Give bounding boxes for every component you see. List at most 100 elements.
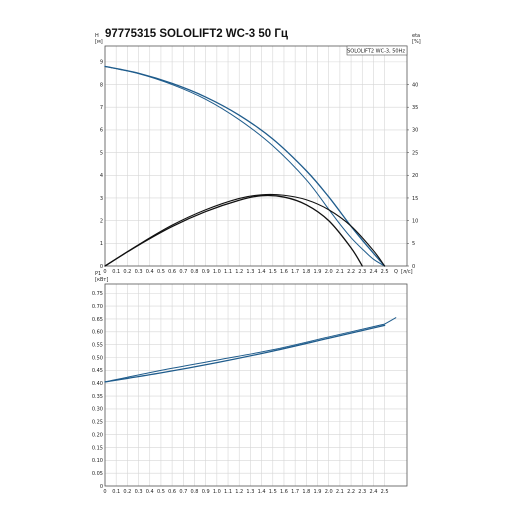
y-right-tick-label: 10 bbox=[412, 218, 418, 224]
y-left-tick-label: 0.15 bbox=[92, 445, 103, 451]
chart2-series-line-2 bbox=[104, 323, 386, 383]
x-tick-label: 1.3 bbox=[246, 269, 254, 275]
x-tick-label: 0.5 bbox=[157, 269, 165, 275]
x-tick-label: 0 bbox=[103, 269, 106, 275]
x-tick-label: 1.2 bbox=[235, 489, 243, 495]
y-right-tick-label: 30 bbox=[412, 128, 418, 134]
chart1-series-line-1 bbox=[104, 65, 386, 267]
x-tick-label: 0.2 bbox=[123, 269, 131, 275]
x-tick-label: 0.3 bbox=[135, 489, 143, 495]
x-tick-label: 2.4 bbox=[369, 269, 377, 275]
x-tick-label: 0.6 bbox=[168, 489, 176, 495]
y-left-axis-unit: [м] bbox=[95, 39, 103, 45]
x-tick-label: 0.8 bbox=[191, 269, 199, 275]
x-tick-label: 1.2 bbox=[235, 269, 243, 275]
y-left-tick-label: 0.25 bbox=[92, 420, 103, 426]
x-tick-label: 1.1 bbox=[224, 489, 232, 495]
y-right-tick-label: 0 bbox=[412, 264, 415, 270]
x-tick-label: 1.8 bbox=[302, 269, 310, 275]
x-tick-label: 0.6 bbox=[168, 269, 176, 275]
x-tick-label: 1.4 bbox=[258, 269, 266, 275]
x-tick-label: 0.7 bbox=[179, 489, 187, 495]
x-tick-label: 2.0 bbox=[325, 489, 333, 495]
y-left-tick-label: 2 bbox=[100, 218, 103, 224]
y-left-tick-label: 0.05 bbox=[92, 471, 103, 477]
y-left-tick-label: 1 bbox=[100, 241, 103, 247]
y-left-tick-label: 0.20 bbox=[92, 432, 103, 438]
x-tick-label: 2.2 bbox=[347, 489, 355, 495]
y-right-axis-label: eta bbox=[412, 33, 420, 39]
x-axis-unit: [л/с] bbox=[401, 269, 413, 275]
x-tick-label: 2.3 bbox=[358, 489, 366, 495]
x-tick-label: 1.9 bbox=[314, 489, 322, 495]
y-right-tick-label: 35 bbox=[412, 105, 418, 111]
x-tick-label: 0.2 bbox=[123, 489, 131, 495]
x-tick-label: 0.9 bbox=[202, 489, 210, 495]
y-left-tick-label: 0.70 bbox=[92, 304, 103, 310]
x-tick-label: 0.8 bbox=[191, 489, 199, 495]
chart1-series-line-4 bbox=[104, 193, 386, 267]
y-left-tick-label: 0.65 bbox=[92, 317, 103, 323]
x-tick-label: 2.0 bbox=[325, 269, 333, 275]
x-tick-label: 1.7 bbox=[291, 489, 299, 495]
y-right-tick-label: 20 bbox=[412, 173, 418, 179]
y-left-tick-label: 0 bbox=[100, 484, 103, 490]
x-tick-label: 0.3 bbox=[135, 269, 143, 275]
x-tick-label: 2.4 bbox=[369, 489, 377, 495]
x-tick-label: 0.5 bbox=[157, 489, 165, 495]
legend-box bbox=[346, 45, 408, 56]
x-tick-label: 2.1 bbox=[336, 269, 344, 275]
x-axis-label: Q bbox=[394, 269, 398, 275]
x-tick-label: 0.4 bbox=[146, 489, 154, 495]
x-tick-label: 0 bbox=[103, 489, 106, 495]
y-right-tick-label: 40 bbox=[412, 82, 418, 88]
y-left-tick-label: 0.35 bbox=[92, 394, 103, 400]
x-tick-label: 1.6 bbox=[280, 269, 288, 275]
x-tick-label: 0.9 bbox=[202, 269, 210, 275]
x-tick-label: 1.3 bbox=[246, 489, 254, 495]
y-left-tick-label: 8 bbox=[100, 82, 103, 88]
y-left-tick-label: 0 bbox=[100, 264, 103, 270]
x-tick-label: 1.4 bbox=[258, 489, 266, 495]
chart2-series-line-1 bbox=[104, 324, 386, 383]
x-tick-label: 1.0 bbox=[213, 269, 221, 275]
x-tick-label: 1.6 bbox=[280, 489, 288, 495]
x-tick-label: 1.5 bbox=[269, 269, 277, 275]
chart2-series-line-3 bbox=[384, 317, 397, 325]
y-left-tick-label: 0.75 bbox=[92, 291, 103, 297]
x-tick-label: 0.7 bbox=[179, 269, 187, 275]
y-left-tick-label: 3 bbox=[100, 196, 103, 202]
y-left-tick-label: 0.10 bbox=[92, 458, 103, 464]
x-tick-label: 2.1 bbox=[336, 489, 344, 495]
y-right-tick-label: 5 bbox=[412, 241, 415, 247]
y-left-axis-unit: [кВт] bbox=[95, 277, 108, 283]
y-left-axis-label: P1 bbox=[95, 271, 101, 277]
x-tick-label: 1.7 bbox=[291, 269, 299, 275]
x-tick-label: 1.8 bbox=[302, 489, 310, 495]
x-tick-label: 1.0 bbox=[213, 489, 221, 495]
chart1-series-line-2 bbox=[104, 65, 386, 267]
y-left-tick-label: 0.45 bbox=[92, 368, 103, 374]
y-right-tick-label: 15 bbox=[412, 196, 418, 202]
y-left-tick-label: 5 bbox=[100, 150, 103, 156]
plot-frame bbox=[104, 283, 408, 487]
y-right-axis-unit: [%] bbox=[412, 39, 421, 45]
page-title: 97775315 SOLOLIFT2 WC-3 50 Гц bbox=[105, 28, 288, 40]
x-tick-label: 2.5 bbox=[381, 489, 389, 495]
y-left-tick-label: 0.40 bbox=[92, 381, 103, 387]
y-left-tick-label: 0.60 bbox=[92, 330, 103, 336]
chart1-series-line-3 bbox=[104, 194, 363, 267]
y-left-tick-label: 0.30 bbox=[92, 407, 103, 413]
x-tick-label: 2.3 bbox=[358, 269, 366, 275]
x-tick-label: 1.5 bbox=[269, 489, 277, 495]
y-left-tick-label: 7 bbox=[100, 105, 103, 111]
y-left-tick-label: 4 bbox=[100, 173, 103, 179]
y-left-tick-label: 6 bbox=[100, 128, 103, 134]
y-left-tick-label: 0.50 bbox=[92, 355, 103, 361]
x-tick-label: 1.9 bbox=[314, 269, 322, 275]
y-left-axis-label: H bbox=[95, 33, 99, 39]
legend-text: SOLOLIFT2 WC-3, 50Hz bbox=[347, 48, 405, 54]
y-right-tick-label: 25 bbox=[412, 150, 418, 156]
y-left-tick-label: 9 bbox=[100, 60, 103, 66]
